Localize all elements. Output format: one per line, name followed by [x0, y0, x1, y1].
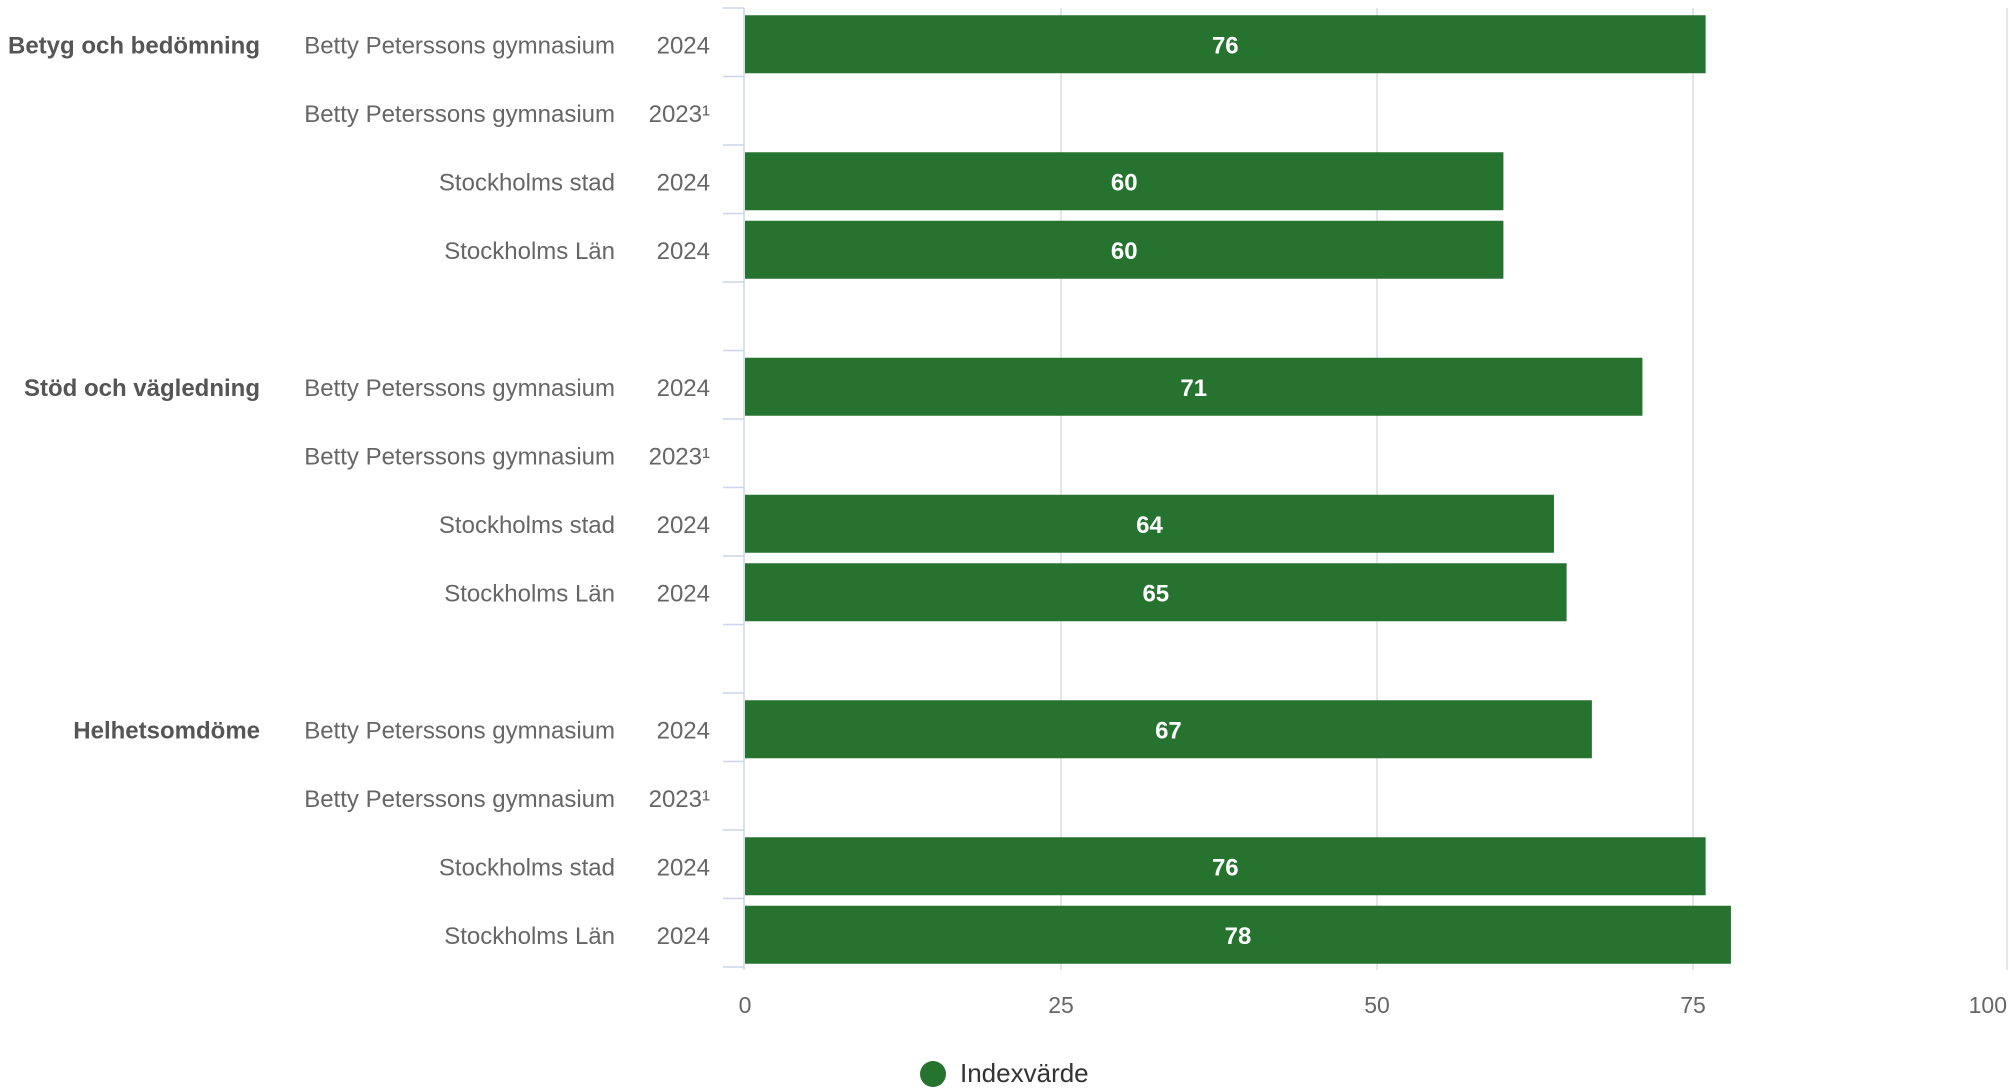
category-label-year: 2023¹: [649, 443, 710, 470]
category-labels: Betty Peterssons gymnasium 2024 Betyg och …: [8, 32, 710, 950]
bar-value-label: 67: [1155, 717, 1182, 744]
category-label-entity: Stockholms stad: [439, 854, 615, 881]
category-label-year: 2024: [657, 854, 710, 881]
category-label-entity: Stockholms stad: [439, 169, 615, 196]
category-label-year: 2024: [657, 717, 710, 744]
x-tick-label: 50: [1364, 992, 1390, 1018]
category-label-year: 2024: [657, 238, 710, 265]
bar-value-label: 60: [1111, 238, 1138, 265]
category-label-year: 2024: [657, 375, 710, 402]
group-label: Helhetsomdöme: [73, 717, 260, 744]
category-label-entity: Stockholms stad: [439, 512, 615, 539]
category-label-year: 2024: [657, 32, 710, 59]
category-label-entity: Betty Peterssons gymnasium: [304, 375, 615, 402]
x-tick-label: 75: [1680, 992, 1706, 1018]
category-label-entity: Betty Peterssons gymnasium: [304, 32, 615, 59]
category-label-entity: Betty Peterssons gymnasium: [304, 717, 615, 744]
legend-circle-icon: [920, 1060, 946, 1087]
bar: [745, 563, 1567, 622]
x-tick-label: 25: [1048, 992, 1074, 1018]
bar: [745, 152, 1504, 211]
category-label-year: 2024: [657, 580, 710, 607]
bar: [745, 905, 1731, 964]
bar: [745, 15, 1706, 74]
legend-label: Indexvärde: [960, 1058, 1089, 1088]
legend[interactable]: Indexvärde: [920, 1058, 1089, 1089]
category-label-entity: Betty Peterssons gymnasium: [304, 786, 615, 813]
x-tick-label: 0: [739, 992, 752, 1018]
bar-value-label: 78: [1225, 923, 1252, 950]
bar: [745, 700, 1592, 759]
bar-value-label: 76: [1212, 32, 1239, 59]
x-tick-label: 100: [1969, 992, 2007, 1018]
category-label-entity: Betty Peterssons gymnasium: [304, 101, 615, 128]
bar-value-label: 71: [1180, 375, 1207, 402]
category-label-entity: Betty Peterssons gymnasium: [304, 443, 615, 470]
category-label-entity: Stockholms Län: [444, 580, 615, 607]
bar-value-label: 60: [1111, 169, 1138, 196]
category-axis: [723, 7, 745, 970]
bars: 76 60 60 71 64 65 67 76 78: [745, 15, 1731, 964]
bar: [745, 357, 1643, 416]
x-axis-tick-labels: 0 25 50 75 100: [739, 992, 2007, 1018]
bar-value-label: 65: [1142, 580, 1169, 607]
bar-value-label: 64: [1136, 512, 1163, 539]
category-label-year: 2023¹: [649, 101, 710, 128]
category-label-year: 2024: [657, 512, 710, 539]
bar-value-label: 76: [1212, 854, 1239, 881]
category-label-year: 2023¹: [649, 786, 710, 813]
group-label: Betyg och bedömning: [8, 32, 260, 59]
category-label-year: 2024: [657, 169, 710, 196]
bar: [745, 220, 1504, 279]
category-label-entity: Stockholms Län: [444, 238, 615, 265]
bar: [745, 837, 1706, 896]
category-label-entity: Stockholms Län: [444, 923, 615, 950]
category-label-year: 2024: [657, 923, 710, 950]
group-label: Stöd och vägledning: [24, 375, 260, 402]
bar: [745, 494, 1554, 553]
